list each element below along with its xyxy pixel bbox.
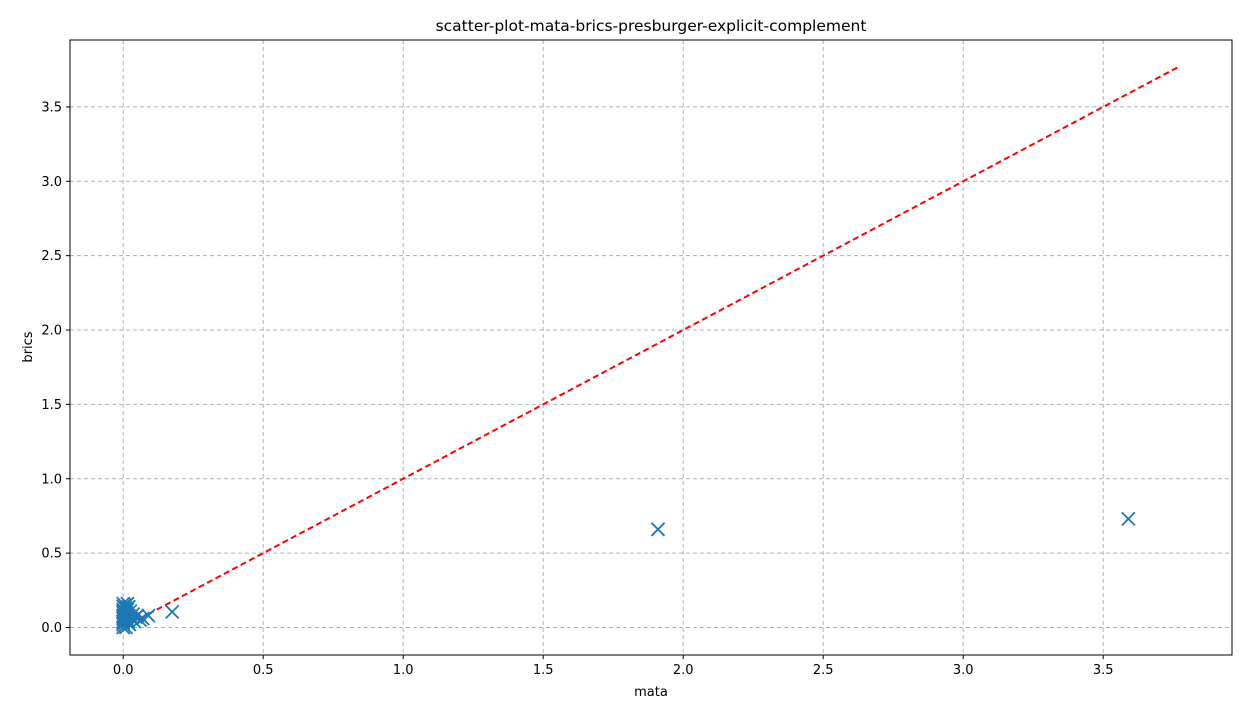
y-tick-label: 2.5 xyxy=(41,249,62,264)
chart-title: scatter-plot-mata-brics-presburger-expli… xyxy=(436,17,867,35)
x-tick-label: 1.0 xyxy=(393,663,414,678)
x-axis-label: mata xyxy=(634,685,668,700)
x-tick-label: 3.5 xyxy=(1093,663,1114,678)
x-tick-label: 3.0 xyxy=(953,663,974,678)
x-tick-label: 1.5 xyxy=(533,663,554,678)
data-point-marker xyxy=(132,612,148,628)
y-tick-label: 3.5 xyxy=(41,100,62,115)
data-point-marker xyxy=(1121,511,1136,527)
y-tick-label: 3.0 xyxy=(41,175,62,190)
y-tick-label: 1.5 xyxy=(41,398,62,413)
data-point-marker xyxy=(165,604,180,620)
data-point-marker xyxy=(650,522,666,537)
y-tick-label: 1.0 xyxy=(41,472,62,487)
y-axis-label: brics xyxy=(21,331,36,362)
data-point-marker xyxy=(120,596,135,611)
grid-lines xyxy=(70,40,1232,655)
y-tick-label: 2.0 xyxy=(41,324,62,339)
plot-frame xyxy=(69,39,1233,656)
x-tick-label: 0.5 xyxy=(253,663,274,678)
data-point-marker xyxy=(141,608,156,623)
x-tick-label: 0.0 xyxy=(113,663,134,678)
x-tick-label: 2.0 xyxy=(673,663,694,678)
y-tick-label: 0.5 xyxy=(41,547,62,562)
scatter-points xyxy=(116,511,1136,635)
x-tick-label: 2.5 xyxy=(813,663,834,678)
y-tick-label: 0.0 xyxy=(41,621,62,636)
reference-line-layer xyxy=(122,65,1180,629)
diagonal-reference-line xyxy=(122,65,1180,629)
axis-ticks: 0.0 0.5 1.0 1.5 2.0 2.5 3.0 3.5 0.0 0.5 1.0 1.5 2.0 2… xyxy=(41,100,1113,678)
